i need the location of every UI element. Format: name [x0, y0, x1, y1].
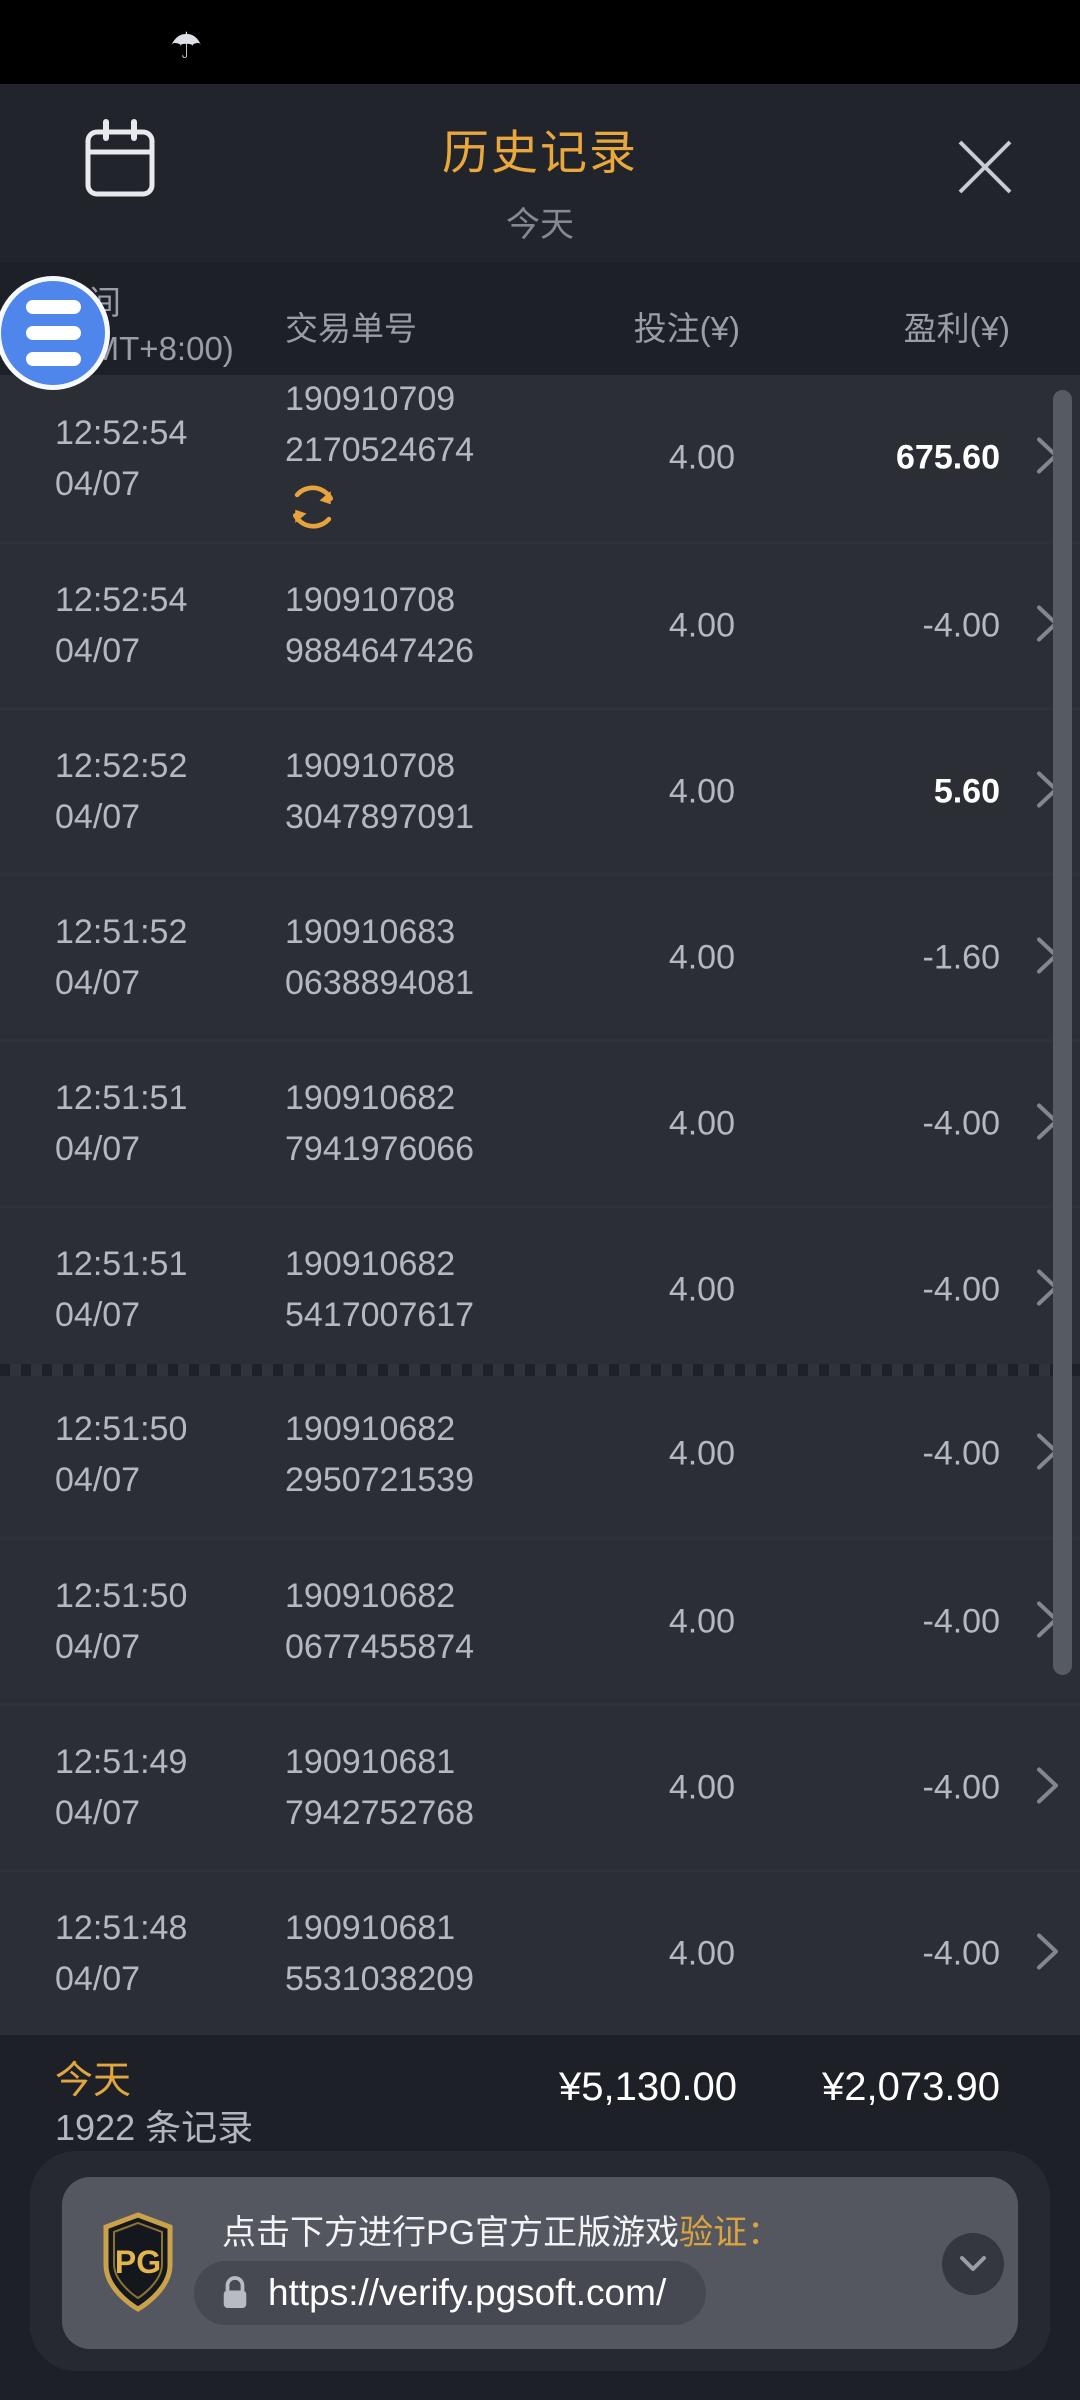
row-order-number: 190910681 7942752768 — [285, 1743, 475, 1832]
row-order-number: 190910681 5531038209 — [285, 1909, 475, 1998]
row-order-number: 190910682 7941976066 — [285, 1079, 475, 1168]
collapse-button[interactable] — [942, 2233, 1004, 2295]
verify-sheet: PG 点击下方进行PG官方正版游戏验证： https://verify.pgso… — [30, 2151, 1050, 2371]
row-profit: -4.00 — [922, 1602, 1001, 1640]
page-title: 历史记录 — [442, 126, 638, 179]
row-order-number: 190910683 0638894081 — [285, 913, 475, 1002]
table-header: 时间 (GMT+8:00) 交易单号 投注(¥) 盈利(¥) — [0, 262, 1080, 375]
row-time: 12:51:48 04/07 — [55, 1909, 188, 1998]
column-header-order: 交易单号 — [285, 310, 417, 347]
row-profit: -4.00 — [922, 1270, 1001, 1308]
history-row[interactable]: 12:51:50 04/07 190910682 2950721539 4.00 -… — [0, 1364, 1080, 1537]
title-wrap: 历史记录 今天 — [0, 84, 1080, 246]
close-icon — [958, 140, 1012, 194]
close-button[interactable] — [952, 134, 1018, 200]
summary-total-profit: ¥2,073.90 — [822, 2065, 1000, 2109]
row-profit: 675.60 — [896, 438, 1000, 477]
row-profit: -4.00 — [922, 1934, 1001, 1972]
history-row[interactable]: 12:52:54 04/07 190910709 2170524674 4.00 6… — [0, 375, 1080, 541]
row-order-number: 190910709 2170524674 — [285, 382, 474, 535]
verify-url-pill[interactable]: https://verify.pgsoft.com/ — [194, 2261, 707, 2325]
chevron-right-icon — [1032, 1929, 1062, 1978]
row-time: 12:51:50 04/07 — [55, 1409, 188, 1499]
row-profit: -4.00 — [922, 1104, 1001, 1142]
history-row[interactable]: 12:51:52 04/07 190910683 0638894081 4.00 -… — [0, 873, 1080, 1039]
history-row[interactable]: 12:51:51 04/07 190910682 7941976066 4.00 -… — [0, 1039, 1080, 1205]
row-order-number: 190910682 0677455874 — [285, 1577, 475, 1666]
column-header-bet: 投注(¥) — [633, 310, 740, 347]
row-profit: -4.00 — [922, 1434, 1001, 1473]
summary-period: 今天 — [55, 2060, 132, 2102]
history-row[interactable]: 12:51:48 04/07 190910681 5531038209 4.00 -… — [0, 1869, 1080, 2035]
row-time: 12:52:54 04/07 — [55, 581, 188, 670]
history-list: 12:52:54 04/07 190910709 2170524674 4.00 6… — [0, 375, 1080, 2035]
row-bet: 4.00 — [668, 1434, 735, 1473]
history-header: 历史记录 今天 — [0, 84, 1080, 262]
history-row[interactable]: 12:51:50 04/07 190910682 0677455874 4.00 -… — [0, 1537, 1080, 1703]
row-time: 12:51:49 04/07 — [55, 1743, 188, 1832]
scrollbar[interactable] — [1053, 390, 1072, 1675]
row-order-number: 190910708 9884647426 — [285, 581, 475, 670]
summary-bar: 今天 1922 条记录 ¥5,130.00 ¥2,073.90 — [0, 2035, 1080, 2148]
row-profit: 5.60 — [933, 772, 1000, 810]
lock-icon — [223, 2276, 247, 2308]
verify-url: https://verify.pgsoft.com/ — [268, 2272, 667, 2313]
row-time: 12:52:54 04/07 — [55, 413, 188, 503]
page-subtitle: 今天 — [506, 206, 574, 244]
summary-total-bet: ¥5,130.00 — [559, 2065, 737, 2109]
row-time: 12:51:51 04/07 — [55, 1245, 188, 1334]
row-time: 12:51:50 04/07 — [55, 1577, 188, 1666]
refresh-icon — [292, 484, 334, 529]
row-bet: 4.00 — [668, 1270, 735, 1308]
pg-logo: PG — [100, 2203, 176, 2323]
chevron-right-icon — [1032, 1763, 1062, 1812]
verify-instruction: 点击下方进行PG官方正版游戏验证： — [222, 2214, 782, 2252]
row-time: 12:51:51 04/07 — [55, 1079, 188, 1168]
umbrella-status-icon: ☂ — [170, 25, 203, 66]
chevron-down-icon — [960, 2256, 986, 2271]
row-time: 12:51:52 04/07 — [55, 913, 188, 1002]
row-bet: 4.00 — [668, 438, 735, 477]
svg-text:PG: PG — [115, 2244, 161, 2280]
calendar-icon — [85, 119, 155, 197]
row-bet: 4.00 — [668, 1768, 735, 1806]
row-time: 12:52:52 04/07 — [55, 747, 188, 836]
row-order-number: 190910682 2950721539 — [285, 1409, 475, 1499]
row-bet: 4.00 — [668, 1104, 735, 1142]
history-row[interactable]: 12:51:49 04/07 190910681 7942752768 4.00 -… — [0, 1703, 1080, 1869]
history-row[interactable]: 12:52:54 04/07 190910708 9884647426 4.00 -… — [0, 541, 1080, 707]
history-row[interactable]: 12:52:52 04/07 190910708 3047897091 4.00 5… — [0, 707, 1080, 873]
row-order-number: 190910682 5417007617 — [285, 1245, 475, 1334]
row-order-number: 190910708 3047897091 — [285, 747, 475, 836]
column-header-profit: 盈利(¥) — [903, 310, 1010, 347]
row-profit: -4.00 — [922, 1768, 1001, 1806]
row-profit: -1.60 — [922, 938, 1001, 976]
row-bet: 4.00 — [668, 1934, 735, 1972]
bottom-area: PG 点击下方进行PG官方正版游戏验证： https://verify.pgso… — [0, 2145, 1080, 2400]
row-profit: -4.00 — [922, 606, 1001, 644]
verify-card: PG 点击下方进行PG官方正版游戏验证： https://verify.pgso… — [62, 2177, 1018, 2349]
calendar-button[interactable] — [82, 116, 158, 200]
row-bet: 4.00 — [668, 1602, 735, 1640]
menu-fab-button[interactable] — [0, 276, 110, 390]
history-row[interactable]: 12:51:51 04/07 190910682 5417007617 4.00 -… — [0, 1205, 1080, 1371]
row-bet: 4.00 — [668, 606, 735, 644]
hamburger-icon — [25, 300, 81, 314]
row-bet: 4.00 — [668, 772, 735, 810]
row-bet: 4.00 — [668, 938, 735, 976]
status-bar: ☂ — [0, 0, 1080, 84]
summary-record-count: 1922 条记录 — [55, 2107, 254, 2148]
